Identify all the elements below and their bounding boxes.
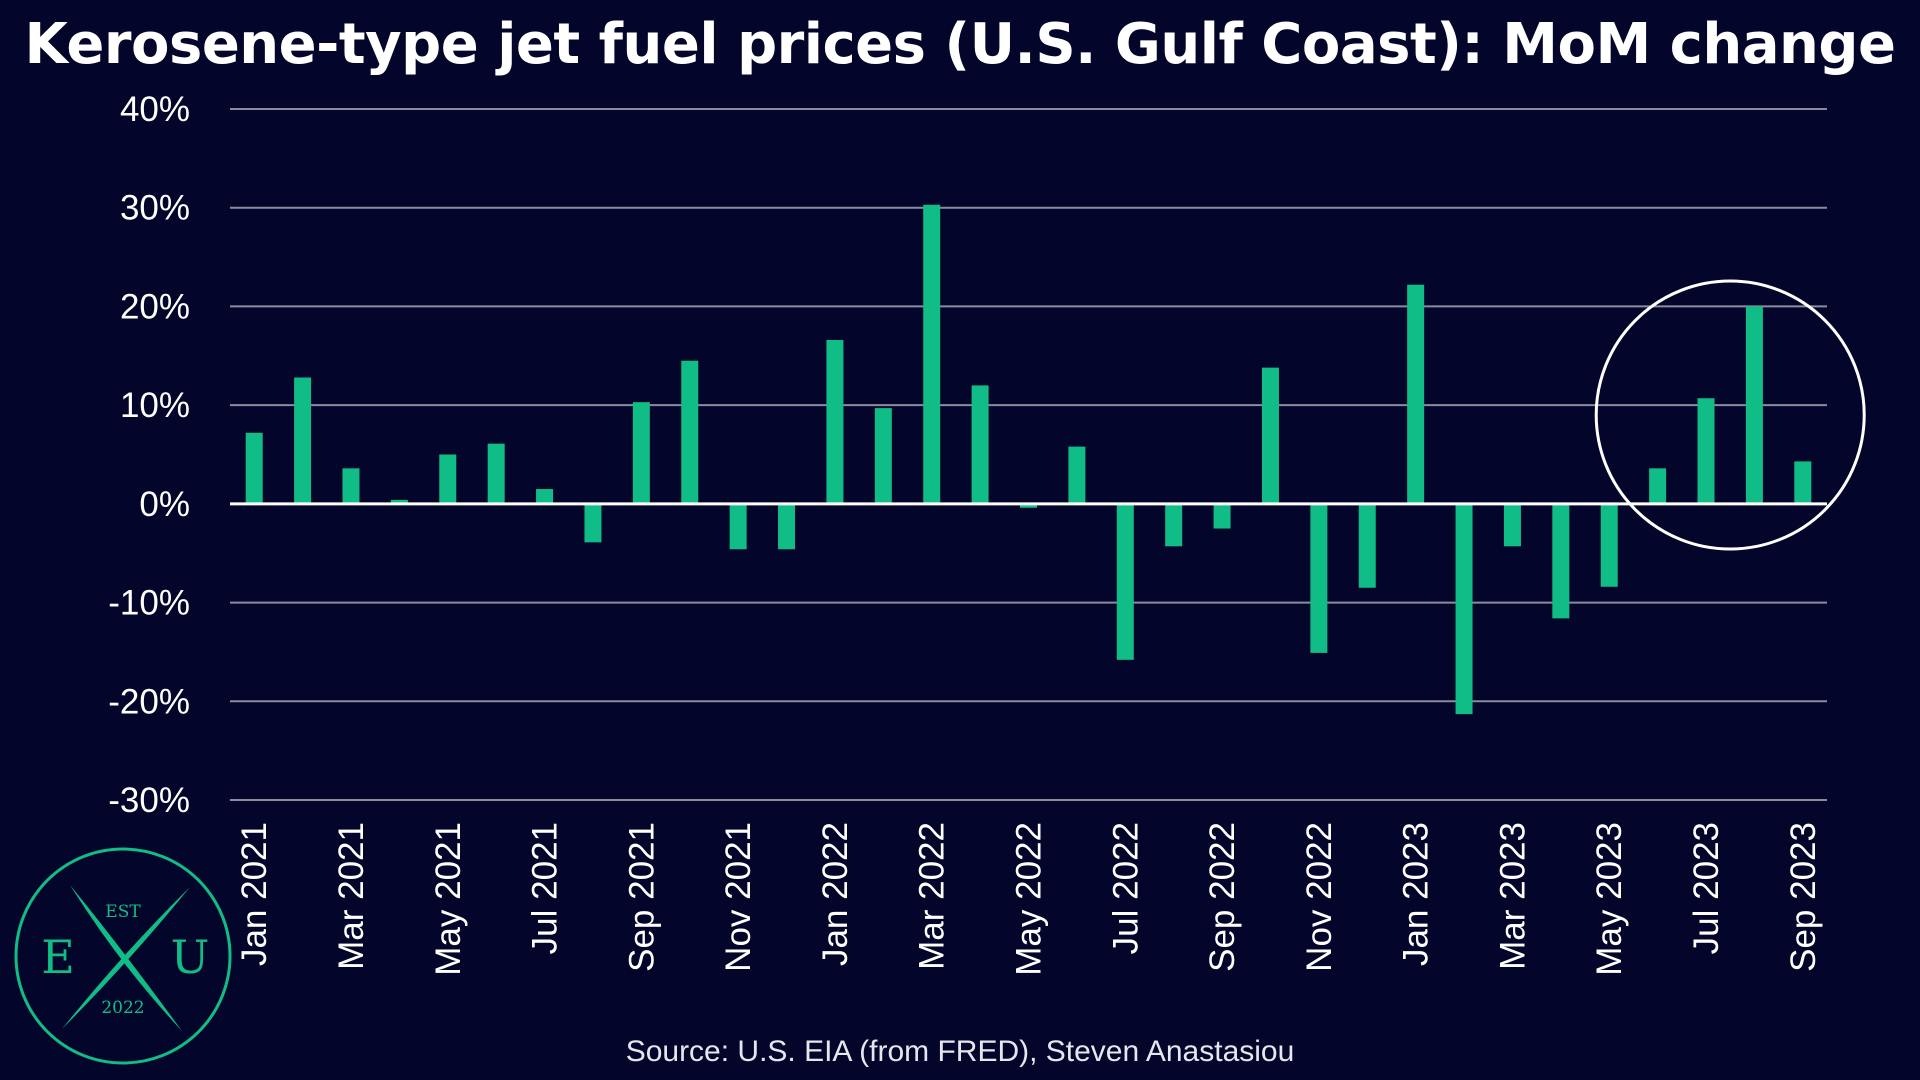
- bar: [245, 432, 263, 504]
- logo-u-letter: U: [171, 930, 210, 984]
- y-axis-ticks: -30% -20% -10% 0% 10% 20% 30% 40%: [108, 90, 190, 820]
- bar: [487, 443, 505, 504]
- bar: [1358, 503, 1376, 588]
- bar: [1213, 503, 1231, 529]
- bar: [584, 503, 602, 543]
- bar: [1503, 503, 1521, 547]
- x-tick-label: Jan 2023: [1397, 822, 1436, 966]
- bar: [294, 377, 312, 504]
- bar: [971, 385, 989, 504]
- logo-year-text: 2022: [101, 998, 144, 1018]
- bar: [826, 339, 844, 504]
- x-tick-label: Mar 2022: [913, 822, 952, 970]
- logo-est-text: EST: [105, 902, 141, 922]
- bar: [342, 468, 360, 504]
- bar: [439, 454, 457, 504]
- y-tick-label: 40%: [120, 90, 190, 129]
- bar: [1794, 461, 1812, 504]
- bar: [1649, 468, 1667, 504]
- x-tick-label: May 2023: [1590, 822, 1629, 976]
- bar: [778, 503, 796, 550]
- bar: [923, 204, 941, 504]
- x-tick-label: May 2021: [429, 822, 468, 976]
- chart-title: Kerosene-type jet fuel prices (U.S. Gulf…: [24, 12, 1896, 77]
- x-tick-label: Mar 2021: [332, 822, 371, 970]
- bar: [1020, 503, 1037, 508]
- y-tick-label: 30%: [120, 189, 190, 228]
- bar: [536, 489, 554, 504]
- bar: [1310, 503, 1328, 653]
- exu-logo: EST E U 2022: [14, 847, 232, 1065]
- x-tick-label: Sep 2021: [622, 822, 661, 972]
- bar: [729, 503, 747, 550]
- y-tick-label: 10%: [120, 386, 190, 425]
- y-tick-label: 0%: [139, 485, 190, 524]
- x-tick-label: Jan 2021: [235, 822, 274, 966]
- x-tick-label: Nov 2021: [719, 822, 758, 972]
- x-tick-label: Jul 2023: [1687, 822, 1726, 954]
- logo-ring: [14, 847, 232, 1065]
- x-tick-label: Jan 2022: [816, 822, 855, 966]
- y-tick-label: -30%: [108, 781, 190, 820]
- bar: [1068, 446, 1086, 504]
- logo-x-stroke-2: [62, 887, 190, 1029]
- bar: [1261, 367, 1279, 504]
- y-tick-label: 20%: [120, 287, 190, 326]
- y-tick-label: -10%: [108, 584, 190, 623]
- bar: [1165, 503, 1183, 547]
- bar: [1407, 284, 1425, 504]
- x-tick-label: Nov 2022: [1300, 822, 1339, 972]
- x-tick-label: Sep 2022: [1203, 822, 1242, 972]
- y-tick-label: -20%: [108, 682, 190, 721]
- x-tick-label: Jul 2022: [1106, 822, 1145, 954]
- bar: [681, 360, 699, 504]
- gridlines: [230, 108, 1827, 801]
- x-tick-label: Jul 2021: [526, 822, 565, 954]
- bar: [390, 499, 408, 504]
- bar: [1455, 503, 1473, 715]
- x-axis-ticks: Jan 2021 Mar 2021 May 2021 Jul 2021 Sep 2021…: [235, 822, 1823, 976]
- logo-e-letter: E: [41, 930, 75, 984]
- source-note: Source: U.S. EIA (from FRED), Steven Ana…: [625, 1035, 1295, 1068]
- bar: [632, 402, 650, 504]
- x-tick-label: May 2022: [1010, 822, 1049, 976]
- bars: [245, 204, 1812, 715]
- highlight-circle: [1594, 279, 1866, 551]
- bar: [1552, 503, 1570, 619]
- bar: [1600, 503, 1618, 587]
- x-tick-label: Mar 2023: [1493, 822, 1532, 970]
- bar: [1697, 398, 1715, 504]
- bar: [1116, 503, 1134, 660]
- bar: [1745, 306, 1763, 504]
- x-tick-label: Sep 2023: [1784, 822, 1823, 972]
- bar: [874, 408, 892, 504]
